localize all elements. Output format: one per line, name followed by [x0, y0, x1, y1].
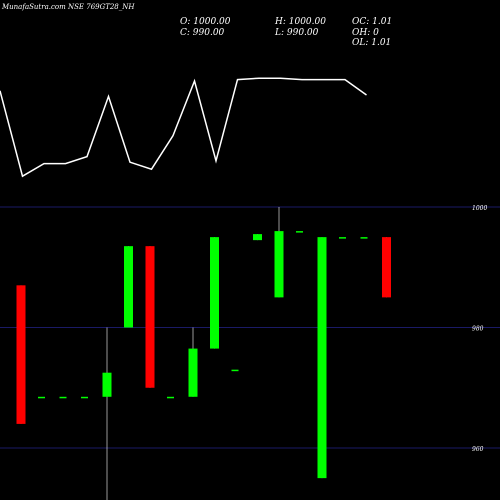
candle-body-up: [253, 234, 262, 241]
candle-body-flat: [167, 396, 174, 399]
candle: [102, 327, 112, 500]
candle-body-down: [382, 237, 391, 298]
candle: [317, 237, 327, 479]
grid-lines: [0, 206, 500, 449]
candle: [81, 396, 88, 399]
candle-body-up: [210, 237, 219, 349]
price-tick-label: 1000: [472, 205, 487, 212]
candle-body-up: [124, 246, 133, 328]
volume-line-series: [0, 77, 367, 178]
candle-body-up: [102, 372, 112, 397]
close-value: C: 990.00: [180, 28, 225, 38]
candle-body-flat: [81, 396, 88, 399]
candle: [296, 231, 303, 233]
candle: [188, 327, 198, 397]
candle-body-flat: [296, 231, 303, 233]
candle-body-down: [145, 246, 155, 388]
high-value: H: 1000.00: [275, 17, 326, 27]
candle: [167, 396, 174, 399]
candle: [339, 237, 346, 239]
candles: [16, 207, 391, 500]
candle-body-flat: [59, 396, 67, 399]
candle: [360, 237, 368, 239]
candle: [382, 237, 391, 298]
candle: [59, 396, 67, 399]
candle-body-up: [274, 231, 284, 298]
ol-value: OL: 1.01: [352, 38, 392, 48]
oh-value: OH: 0: [352, 28, 379, 38]
candle-body-up: [317, 237, 327, 479]
low-value: L: 990.00: [275, 28, 319, 38]
open-value: O: 1000.00: [180, 17, 231, 27]
candle-body-down: [16, 285, 26, 424]
price-tick-label: 980: [472, 326, 484, 333]
candle: [38, 396, 45, 399]
candle: [145, 246, 155, 388]
candle: [231, 369, 239, 372]
candle-body-flat: [339, 237, 346, 239]
candle-body-flat: [38, 396, 45, 399]
price-tick-label: 960: [472, 446, 484, 453]
candle: [16, 285, 26, 424]
candle-body-flat: [360, 237, 368, 239]
candle-body-up: [188, 348, 198, 397]
chart-title: MunafaSutra.com NSE 769GT28_NH: [2, 3, 135, 11]
candle: [274, 207, 284, 298]
volume-line: [0, 77, 367, 178]
candle: [210, 237, 219, 349]
price-tick-labels: 1000 980 960: [472, 205, 487, 453]
candle: [253, 234, 262, 241]
candle-body-flat: [231, 369, 239, 372]
oc-value: OC: 1.01: [352, 17, 393, 27]
candle: [124, 246, 133, 328]
